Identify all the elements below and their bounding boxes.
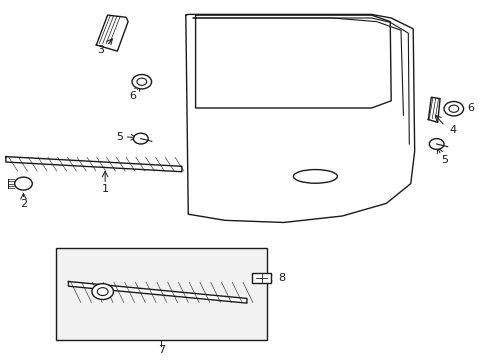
- Polygon shape: [427, 97, 439, 122]
- Text: 1: 1: [102, 184, 108, 194]
- Circle shape: [15, 177, 32, 190]
- Circle shape: [92, 284, 113, 300]
- Text: 5: 5: [116, 132, 122, 142]
- Bar: [251, 273, 271, 283]
- Text: 7: 7: [158, 345, 164, 355]
- Circle shape: [133, 133, 148, 144]
- Circle shape: [428, 139, 443, 149]
- Circle shape: [132, 75, 151, 89]
- Text: 6: 6: [129, 91, 136, 102]
- Text: 2: 2: [20, 199, 27, 210]
- Text: 6: 6: [467, 103, 473, 113]
- Text: 3: 3: [97, 45, 103, 55]
- Polygon shape: [6, 157, 182, 172]
- Text: 8: 8: [277, 273, 285, 283]
- Text: 5: 5: [441, 155, 447, 165]
- Polygon shape: [68, 282, 246, 303]
- Text: 4: 4: [449, 125, 456, 135]
- Polygon shape: [96, 15, 128, 51]
- Circle shape: [443, 102, 463, 116]
- Bar: [56, 248, 266, 340]
